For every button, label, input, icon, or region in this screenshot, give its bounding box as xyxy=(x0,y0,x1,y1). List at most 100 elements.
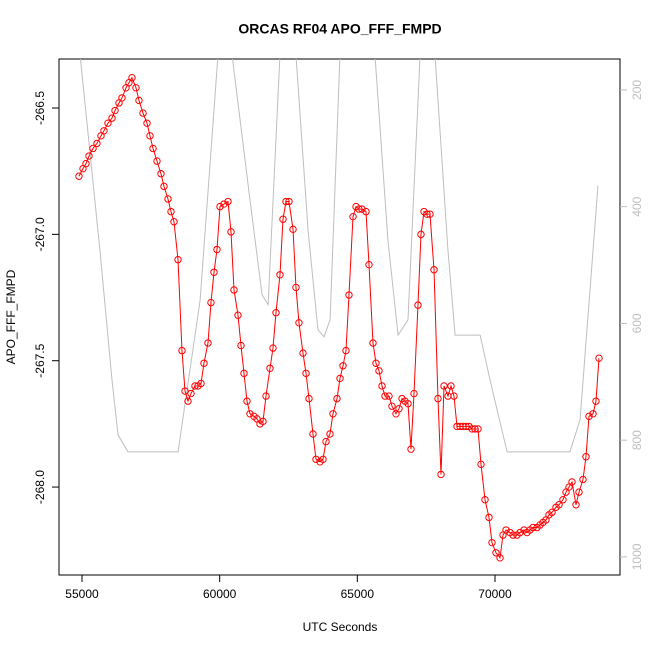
data-point xyxy=(220,200,228,208)
data-point xyxy=(326,430,334,438)
data-point xyxy=(329,410,337,418)
data-point xyxy=(246,410,254,418)
data-point xyxy=(224,197,232,206)
data-point xyxy=(146,132,154,140)
data-point xyxy=(462,422,470,431)
data-point xyxy=(381,392,389,400)
data-point xyxy=(191,382,199,390)
y2-tick-label: 600 xyxy=(630,313,644,333)
data-point xyxy=(240,369,248,378)
data-point xyxy=(167,207,175,216)
data-point xyxy=(450,392,458,400)
y2-tick-label: 200 xyxy=(630,80,644,100)
data-point xyxy=(100,127,108,135)
data-point xyxy=(474,425,482,433)
data-point xyxy=(388,402,396,410)
data-point xyxy=(200,359,208,367)
data-point xyxy=(153,157,161,165)
data-point xyxy=(210,268,218,276)
data-point xyxy=(496,554,504,562)
data-point xyxy=(339,362,347,370)
x-tick-label: 70000 xyxy=(478,587,512,601)
data-point xyxy=(157,170,165,178)
data-point xyxy=(227,228,235,236)
data-point xyxy=(579,475,587,484)
data-point xyxy=(160,182,168,191)
data-point xyxy=(187,389,195,398)
data-point xyxy=(516,528,524,537)
data-point xyxy=(272,309,280,317)
data-point xyxy=(395,405,403,413)
data-point xyxy=(93,139,101,148)
x-tick-label: 60000 xyxy=(203,587,237,601)
data-point xyxy=(128,73,136,82)
data-point xyxy=(108,114,116,122)
data-point xyxy=(369,339,377,347)
data-point xyxy=(447,382,455,390)
data-point xyxy=(355,205,363,213)
data-point xyxy=(404,399,412,408)
data-point xyxy=(555,501,563,509)
plot-frame xyxy=(58,58,621,576)
data-point xyxy=(285,197,293,206)
data-point xyxy=(365,260,373,269)
x-axis-label: UTC Seconds xyxy=(303,620,378,634)
data-point xyxy=(414,301,422,309)
data-point xyxy=(322,437,330,446)
data-point xyxy=(282,197,290,206)
data-point xyxy=(197,379,205,388)
series-line xyxy=(78,76,600,560)
data-point xyxy=(309,430,317,438)
data-point xyxy=(118,94,126,102)
data-point xyxy=(139,109,147,117)
data-point xyxy=(312,455,320,463)
data-point xyxy=(385,392,393,400)
data-point xyxy=(213,245,221,254)
chart-title: ORCAS RF04 APO_FFF_FMPD xyxy=(238,21,441,37)
data-point xyxy=(181,387,189,395)
data-point xyxy=(279,215,287,223)
data-point xyxy=(149,144,157,153)
data-point xyxy=(589,410,597,418)
data-point xyxy=(170,218,178,226)
data-point xyxy=(548,508,556,517)
data-point xyxy=(132,84,140,92)
data-point xyxy=(375,367,383,375)
data-point xyxy=(481,495,489,504)
x-tick-label: 55000 xyxy=(65,587,99,601)
data-point xyxy=(184,397,192,405)
data-point xyxy=(559,495,567,504)
data-point xyxy=(319,455,327,463)
y-tick-label: -267.5 xyxy=(33,343,47,377)
data-point xyxy=(485,513,493,522)
data-point xyxy=(509,531,517,539)
data-point xyxy=(595,354,603,362)
data-point xyxy=(216,202,224,211)
data-point xyxy=(234,311,242,319)
data-point xyxy=(104,119,112,127)
data-point xyxy=(572,501,580,509)
data-point xyxy=(289,225,297,234)
data-point xyxy=(89,144,97,153)
data-point xyxy=(378,382,386,390)
data-point xyxy=(434,394,442,403)
data-point xyxy=(585,412,593,421)
data-point xyxy=(437,470,445,479)
data-point xyxy=(410,389,418,398)
data-point xyxy=(471,425,479,433)
data-point xyxy=(407,445,415,453)
data-point xyxy=(582,453,590,461)
data-point xyxy=(423,210,431,218)
data-point xyxy=(372,359,380,367)
data-point xyxy=(178,346,186,355)
data-point xyxy=(492,549,500,557)
data-point xyxy=(333,394,341,403)
data-point xyxy=(85,152,93,160)
data-point xyxy=(75,172,83,180)
y-axis-label: APO_FFF_FMPD xyxy=(4,269,18,364)
data-point xyxy=(592,397,600,405)
data-point xyxy=(269,344,277,352)
data-point xyxy=(345,291,353,299)
